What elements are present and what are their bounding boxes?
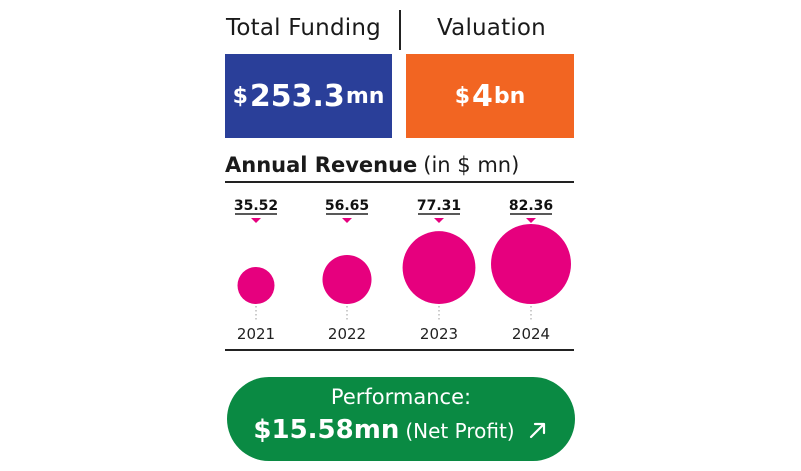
revenue-bubble <box>491 224 571 304</box>
value-label: 35.52 <box>234 198 278 214</box>
performance-pill: Performance: $15.58mn (Net Profit) <box>227 377 575 461</box>
revenue-title-text: Annual Revenue <box>225 153 418 177</box>
value-label: 77.31 <box>417 198 461 214</box>
value-label: 56.65 <box>325 198 369 214</box>
header-divider <box>399 10 401 50</box>
value-pointer <box>342 218 352 223</box>
funding-unit: mn <box>345 83 385 109</box>
revenue-unit-note: (in $ mn) <box>423 153 520 177</box>
revenue-top-rule <box>225 181 574 183</box>
funding-value: 253.3 <box>249 78 345 114</box>
revenue-bubble <box>402 231 476 304</box>
year-label: 2022 <box>328 325 366 343</box>
funding-currency: $ <box>232 83 248 109</box>
performance-note: (Net Profit) <box>405 419 515 443</box>
valuation-unit: bn <box>493 83 526 109</box>
total-funding-label: Total Funding <box>226 15 381 41</box>
performance-amount: $15.58mn <box>253 415 400 445</box>
revenue-title: Annual Revenue (in $ mn) <box>225 153 519 177</box>
value-pointer <box>526 218 536 223</box>
valuation-box: $ 4 bn <box>406 54 574 138</box>
year-label: 2023 <box>420 325 458 343</box>
value-label: 82.36 <box>509 198 553 214</box>
arrow-up-right-icon <box>529 422 545 439</box>
revenue-bottom-rule <box>225 349 574 351</box>
performance-label: Performance: <box>330 385 472 409</box>
value-pointer <box>251 218 261 223</box>
valuation-currency: $ <box>454 83 470 109</box>
performance-line: $15.58mn (Net Profit) <box>227 415 575 445</box>
funding-box: $ 253.3 mn <box>225 54 392 138</box>
valuation-value: 4 <box>472 78 493 114</box>
revenue-bubble-chart: 35.52 2021 56.65 2022 77.31 2023 82.36 2024 <box>234 198 571 343</box>
value-pointer <box>434 218 444 223</box>
revenue-bubble <box>237 267 275 304</box>
revenue-bubble <box>322 254 372 304</box>
year-label: 2021 <box>237 325 275 343</box>
year-label: 2024 <box>512 325 550 343</box>
valuation-label: Valuation <box>437 15 546 41</box>
